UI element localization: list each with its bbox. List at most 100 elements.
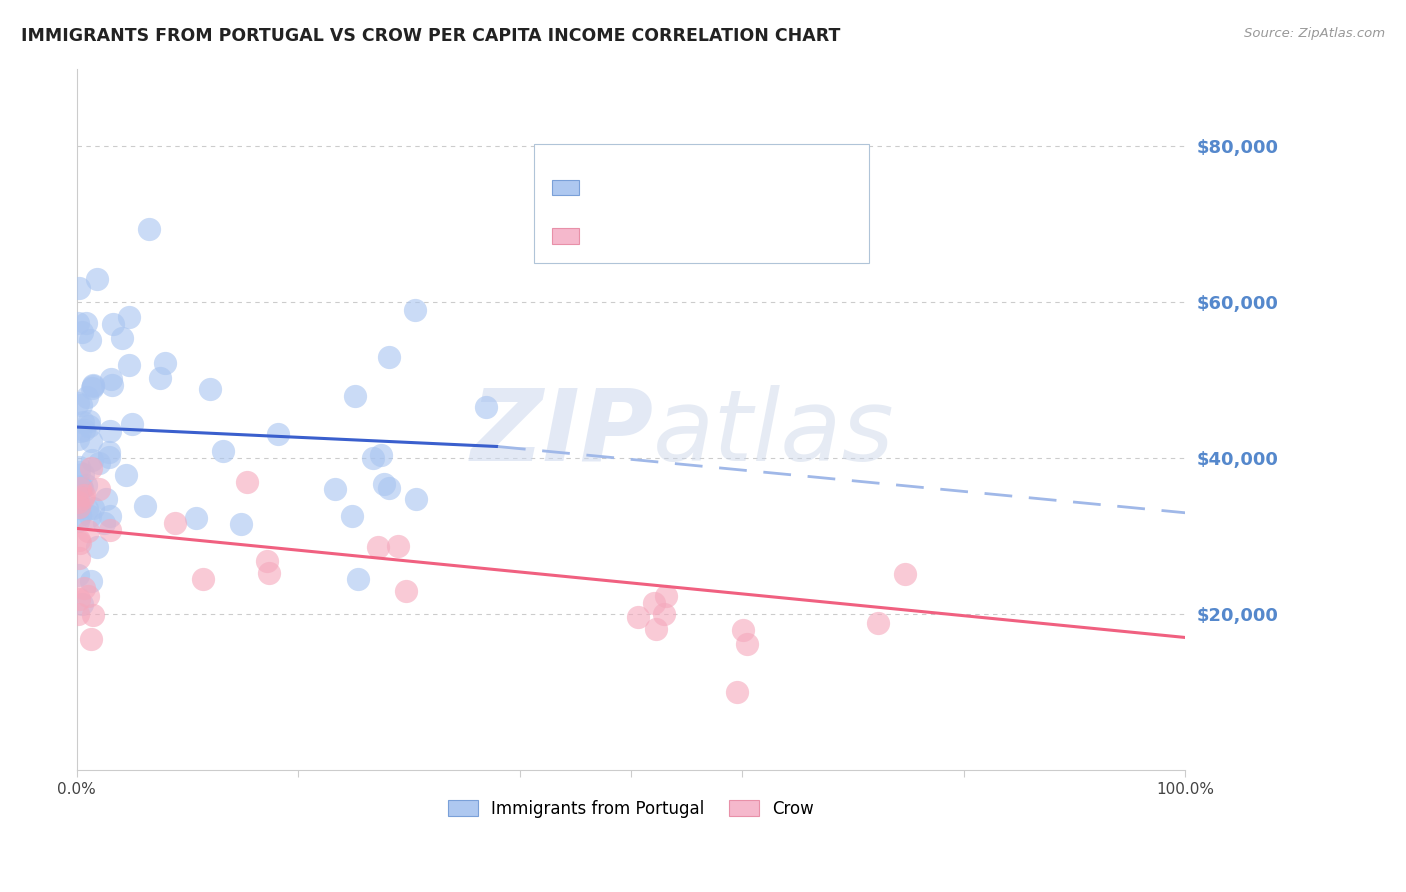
- Point: [165, 516, 187, 530]
- Point: [97, 445, 120, 459]
- Point: [340, 508, 363, 523]
- Point: [67, 533, 90, 548]
- Point: [344, 389, 367, 403]
- Point: [67, 459, 90, 474]
- Point: [70, 479, 93, 493]
- Point: [82, 379, 104, 393]
- Point: [69, 508, 91, 523]
- Point: [347, 572, 370, 586]
- Point: [727, 685, 749, 699]
- Point: [118, 359, 141, 373]
- Point: [652, 607, 675, 621]
- Point: [72, 467, 94, 481]
- Text: ZIP: ZIP: [470, 384, 654, 482]
- Point: [79, 414, 101, 428]
- Point: [256, 553, 278, 567]
- Point: [66, 607, 89, 621]
- Point: [267, 426, 290, 441]
- Point: [67, 592, 90, 607]
- Point: [82, 381, 104, 395]
- Text: R =: R =: [591, 178, 627, 196]
- Point: [98, 450, 121, 464]
- Point: [259, 566, 281, 581]
- Point: [75, 316, 97, 330]
- Text: -0.513: -0.513: [636, 227, 695, 244]
- Point: [404, 303, 426, 318]
- Point: [387, 539, 409, 553]
- Point: [82, 378, 104, 392]
- Point: [643, 596, 665, 610]
- Point: [101, 317, 124, 331]
- Point: [67, 465, 90, 479]
- Point: [94, 492, 117, 507]
- Text: Source: ZipAtlas.com: Source: ZipAtlas.com: [1244, 27, 1385, 40]
- Point: [67, 568, 90, 582]
- Point: [77, 524, 100, 538]
- Point: [134, 499, 156, 513]
- Point: [231, 517, 253, 532]
- Text: 36: 36: [783, 227, 807, 244]
- Point: [361, 451, 384, 466]
- Point: [67, 500, 90, 515]
- Point: [100, 377, 122, 392]
- Point: [87, 456, 110, 470]
- Point: [98, 524, 121, 538]
- Point: [866, 615, 889, 630]
- Point: [80, 632, 103, 647]
- Text: R =: R =: [591, 227, 627, 244]
- Point: [373, 477, 395, 491]
- Point: [731, 623, 754, 637]
- Point: [69, 424, 91, 438]
- Point: [212, 443, 235, 458]
- Point: [323, 483, 346, 497]
- Point: [378, 481, 401, 495]
- Point: [82, 452, 104, 467]
- Point: [70, 398, 93, 412]
- Point: [82, 500, 104, 515]
- Point: [66, 432, 89, 446]
- Point: [149, 371, 172, 385]
- Text: N =: N =: [735, 227, 772, 244]
- Point: [626, 609, 648, 624]
- Point: [72, 491, 94, 506]
- Text: 73: 73: [783, 178, 807, 196]
- Point: [198, 382, 221, 396]
- Point: [79, 508, 101, 523]
- Point: [138, 222, 160, 236]
- Point: [72, 415, 94, 429]
- Point: [73, 488, 96, 502]
- Point: [69, 535, 91, 549]
- Point: [70, 482, 93, 496]
- Point: [184, 511, 207, 525]
- Point: [86, 271, 108, 285]
- Point: [894, 566, 917, 581]
- Text: -0.063: -0.063: [636, 178, 695, 196]
- Text: IMMIGRANTS FROM PORTUGAL VS CROW PER CAPITA INCOME CORRELATION CHART: IMMIGRANTS FROM PORTUGAL VS CROW PER CAP…: [21, 27, 841, 45]
- Point: [191, 572, 214, 586]
- Point: [82, 608, 104, 623]
- Text: N =: N =: [735, 178, 772, 196]
- Point: [67, 550, 90, 565]
- Point: [66, 316, 89, 330]
- Legend: Immigrants from Portugal, Crow: Immigrants from Portugal, Crow: [441, 794, 821, 825]
- Point: [80, 574, 103, 588]
- Point: [80, 434, 103, 448]
- Point: [75, 477, 97, 491]
- Point: [89, 482, 111, 496]
- Point: [115, 468, 138, 483]
- Point: [73, 581, 96, 595]
- Point: [155, 356, 177, 370]
- Point: [98, 424, 121, 438]
- Point: [66, 396, 89, 410]
- Point: [235, 475, 257, 490]
- Point: [69, 481, 91, 495]
- Point: [395, 583, 418, 598]
- Point: [66, 495, 89, 509]
- Point: [72, 597, 94, 611]
- Point: [644, 622, 666, 636]
- Point: [77, 589, 100, 603]
- Point: [98, 508, 121, 523]
- Point: [655, 589, 678, 603]
- Point: [70, 325, 93, 339]
- Point: [367, 540, 389, 554]
